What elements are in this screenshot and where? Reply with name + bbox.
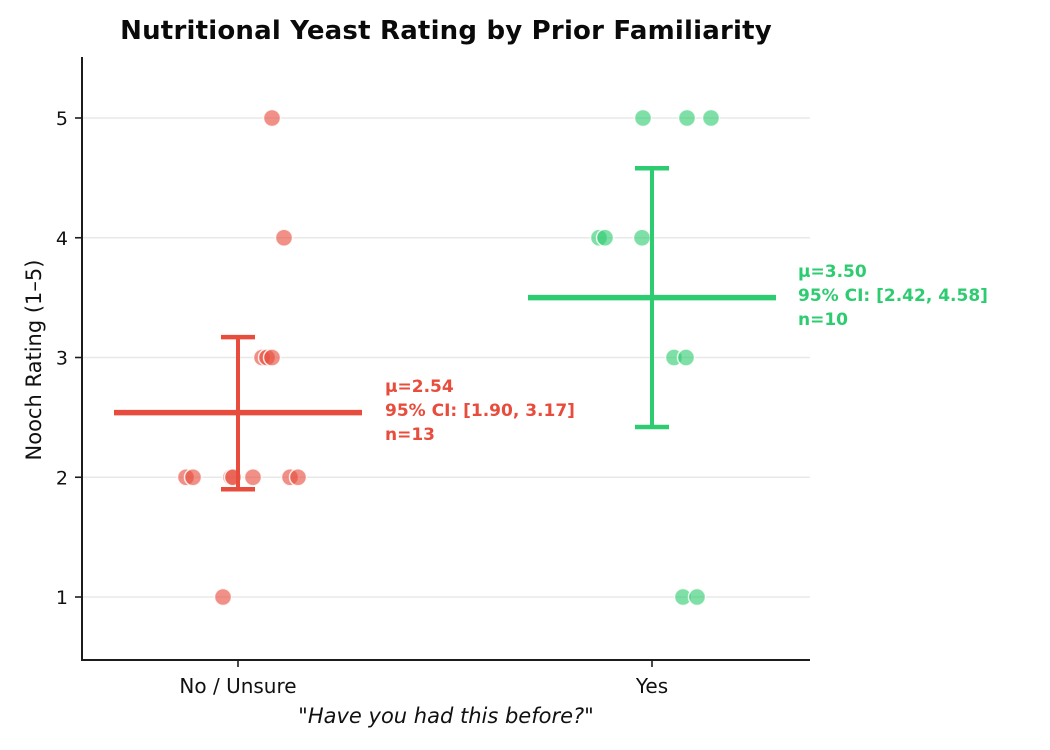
data-point	[633, 108, 653, 128]
data-point	[274, 228, 294, 247]
annotation-n-label: n=13	[385, 425, 436, 445]
data-point	[701, 108, 721, 128]
x-tick-label: No / Unsure	[179, 674, 296, 698]
y-tick-label: 4	[56, 228, 68, 250]
data-point	[676, 348, 696, 367]
data-point	[288, 468, 308, 487]
x-axis-label: "Have you had this before?"	[298, 704, 594, 728]
data-point	[262, 348, 282, 367]
annotation-ci-label: 95% CI: [2.42, 4.58]	[798, 286, 988, 306]
annotation-yes: μ=3.50 95% CI: [2.42, 4.58] n=10	[798, 260, 988, 332]
data-point	[243, 468, 263, 487]
data-point	[632, 228, 652, 247]
y-tick-label: 5	[56, 108, 68, 130]
y-tick-label: 3	[56, 348, 68, 370]
y-tick-label: 2	[56, 467, 68, 489]
y-tick-label: 1	[56, 587, 68, 609]
data-point	[677, 108, 697, 128]
annotation-mean-label: μ=2.54	[385, 377, 454, 397]
data-point	[213, 587, 233, 607]
data-point	[595, 228, 615, 247]
data-point	[262, 108, 282, 128]
annotation-mean-label: μ=3.50	[798, 262, 867, 282]
data-point	[687, 587, 707, 607]
annotation-n-label: n=10	[798, 310, 849, 330]
annotation-no-unsure: μ=2.54 95% CI: [1.90, 3.17] n=13	[385, 375, 575, 447]
annotation-ci-label: 95% CI: [1.90, 3.17]	[385, 401, 575, 421]
x-tick-label: Yes	[635, 674, 668, 698]
data-point	[183, 468, 203, 487]
chart-title: Nutritional Yeast Rating by Prior Famili…	[120, 16, 772, 46]
